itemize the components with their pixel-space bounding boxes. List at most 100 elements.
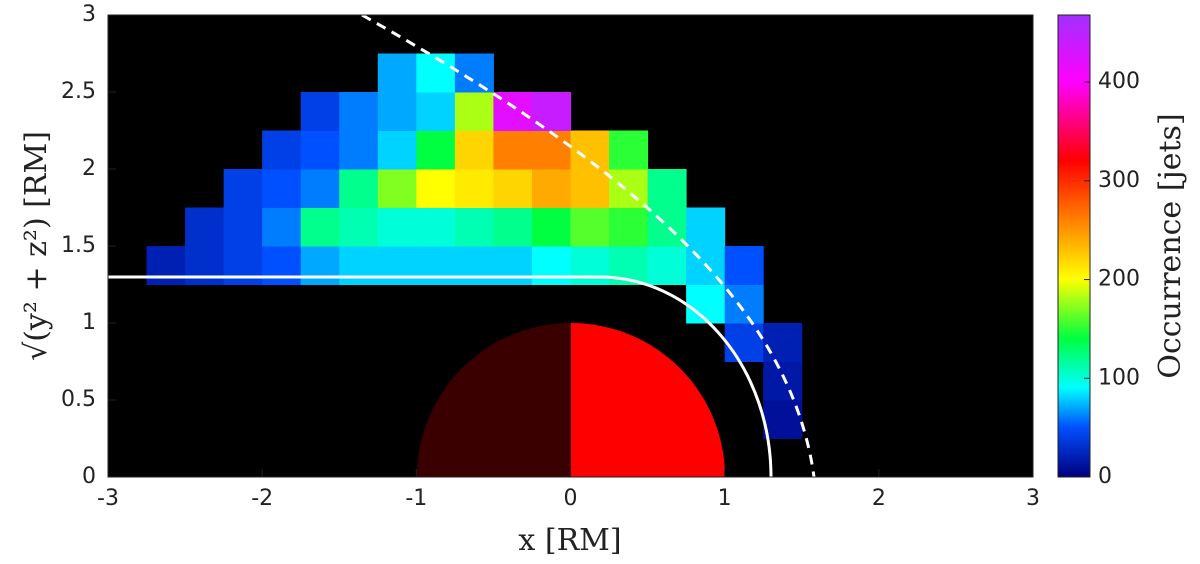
cell [686,207,726,247]
colorbar-step [1058,87,1090,90]
colorbar-step [1058,395,1090,398]
colorbar-step [1058,429,1090,432]
colorbar-step [1058,99,1090,102]
colorbar-step [1058,49,1090,52]
cell [570,169,610,208]
colorbar-step [1058,197,1090,200]
bow-shock [361,15,816,477]
colorbar-step [1058,471,1090,474]
cell [647,169,687,208]
colorbar-step [1058,437,1090,440]
cell [647,246,687,285]
colorbar-step [1058,473,1090,476]
colorbar-step [1058,425,1090,428]
colorbar-step [1058,415,1090,418]
axes: -3 -2 -1 0 1 2 3 0 0.5 1 1.5 2 2.5 3 0 100 200 300 400 [61,2,1140,511]
colorbar-step [1058,419,1090,422]
cell [570,130,610,170]
x-tick-label: 3 [1026,486,1040,511]
colorbar-step [1058,433,1090,436]
colorbar-step [1058,123,1090,126]
colorbar-step [1058,347,1090,350]
colorbar-step [1058,219,1090,222]
colorbar-step [1058,357,1090,360]
cell [763,361,803,401]
cell [339,92,379,131]
cell [724,284,764,324]
cell [531,207,571,247]
cell [416,169,456,208]
colorbar-step [1058,141,1090,144]
colorbar-frame [1057,14,1091,478]
colorbar-step [1058,411,1090,414]
colorbar-step [1058,455,1090,458]
colorbar-step [1058,65,1090,68]
colorbar-step [1058,397,1090,400]
colorbar-step [1058,403,1090,406]
colorbar-step [1058,257,1090,260]
colorbar-step [1058,77,1090,80]
cell [262,169,302,208]
cell [377,169,417,208]
colorbar-step [1058,265,1090,268]
colorbar-step [1058,185,1090,188]
colorbar-step [1058,401,1090,404]
colorbar-step [1058,83,1090,86]
y-tick-label: 0.5 [61,387,96,412]
y-tick-label: 2 [82,156,96,181]
colorbar-step [1058,67,1090,70]
colorbar-step [1058,215,1090,218]
colorbar-step [1058,285,1090,288]
colorbar-step [1058,115,1090,118]
colorbar-step [1058,273,1090,276]
colorbar-step [1058,153,1090,156]
colorbar-step [1058,349,1090,352]
colorbar-step [1058,467,1090,470]
colorbar-step [1058,59,1090,62]
colorbar-step [1058,137,1090,140]
y-tick-label: 2.5 [61,79,96,104]
colorbar-step [1058,143,1090,146]
colorbar-step [1058,57,1090,60]
x-tick-label: 2 [872,486,886,511]
colorbar-step [1058,405,1090,408]
colorbar-step [1058,239,1090,242]
cell [185,246,225,285]
colorbar-step [1058,23,1090,26]
colorbar-step [1058,301,1090,304]
colorbar-step [1058,25,1090,28]
colorbar-step [1058,211,1090,214]
colorbar-step [1058,33,1090,36]
colorbar-step [1058,217,1090,220]
cell [454,169,494,208]
colorbar-step [1058,105,1090,108]
cell [493,207,533,247]
colorbar-step [1058,51,1090,54]
colorbar-step [1058,361,1090,364]
colorbar-step [1058,41,1090,44]
cell [531,92,571,131]
colorbar-step [1058,389,1090,392]
colorbar-step [1058,277,1090,280]
colorbar-tick-label: 0 [1098,464,1112,489]
planet-night [417,323,571,477]
colorbar-step [1058,127,1090,130]
colorbar-step [1058,261,1090,264]
colorbar-step [1058,149,1090,152]
cell [570,246,610,285]
colorbar-step [1058,297,1090,300]
colorbar-step [1058,95,1090,98]
x-tick-label: 1 [718,486,732,511]
colorbar-step [1058,237,1090,240]
colorbar-step [1058,291,1090,294]
colorbar-step [1058,241,1090,244]
colorbar-step [1058,111,1090,114]
y-tick-label: 1 [82,310,96,335]
colorbar-step [1058,139,1090,142]
colorbar-step [1058,201,1090,204]
colorbar-step [1058,447,1090,450]
colorbar-step [1058,469,1090,472]
colorbar-step [1058,247,1090,250]
colorbar-step [1058,165,1090,168]
